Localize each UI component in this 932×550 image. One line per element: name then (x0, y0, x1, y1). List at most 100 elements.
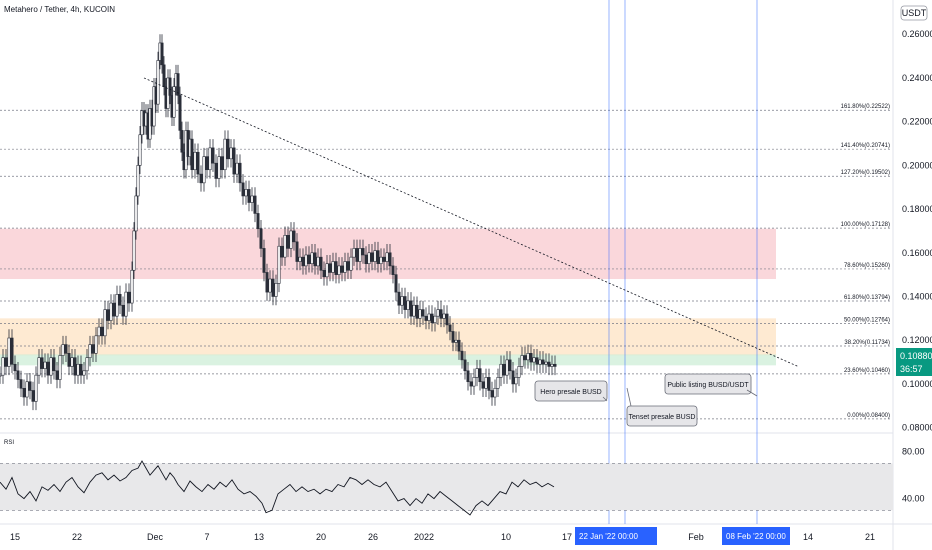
candle-body (82, 370, 86, 376)
price-tick: 0.14000 (902, 291, 932, 301)
candle-body (176, 73, 180, 96)
time-tick: Dec (147, 532, 164, 542)
candle-body (31, 390, 35, 402)
candle-body (172, 86, 176, 118)
candle-body (152, 86, 156, 127)
candle-body (475, 368, 479, 378)
candle-body (322, 269, 326, 278)
candle-body (301, 256, 305, 267)
price-tick: 0.22000 (902, 117, 932, 127)
candle-body (259, 228, 263, 249)
candle-body (349, 256, 353, 271)
candle-body (532, 357, 536, 363)
candle-body (499, 363, 503, 378)
candle-body (439, 309, 443, 319)
callout-box (626, 405, 698, 427)
zone-green (0, 354, 776, 366)
candle-body (43, 361, 47, 369)
candle-body (445, 313, 449, 326)
candle-body (40, 357, 44, 369)
candle-body (214, 162, 218, 179)
vertical-date-lines (608, 0, 758, 524)
candle-body (538, 359, 542, 365)
candle-body (328, 263, 332, 273)
symbol-header: Metahero / Tether, 4h, KUCOIN (4, 5, 116, 14)
price-tick: 0.18000 (902, 204, 932, 214)
candle-body (91, 344, 95, 354)
candle-body (502, 363, 506, 376)
candle-body (292, 230, 296, 243)
rsi-band (0, 463, 893, 511)
candle-body (466, 370, 470, 383)
callout-pointer (746, 389, 758, 397)
candle-body (520, 355, 524, 367)
candle-body (253, 195, 257, 214)
candle-body (427, 313, 431, 321)
candle-body (256, 213, 260, 230)
candle-body (424, 315, 428, 321)
price-tick: 0.16000 (902, 248, 932, 258)
candle-body (226, 138, 230, 160)
candle-body (13, 363, 17, 372)
candle-body (25, 381, 29, 398)
candle-body (265, 272, 269, 293)
candle-body (55, 370, 59, 380)
candle-body (16, 370, 20, 380)
candle-body (361, 248, 365, 256)
candle-body (352, 248, 356, 258)
candle-body (286, 234, 290, 249)
candle-body (109, 302, 113, 321)
candle-body (196, 151, 200, 175)
candle-body (208, 147, 212, 171)
candle-body (134, 195, 138, 232)
annotations[interactable]: Hero presale BUSD Tenset presale BUSD Publ… (534, 373, 758, 427)
trendline[interactable] (143, 77, 799, 367)
candle-body (418, 309, 422, 319)
candle-body (88, 344, 92, 358)
candle-body (58, 355, 62, 380)
candle-body (61, 344, 65, 356)
last-price-box (896, 348, 932, 376)
candle-body (238, 162, 242, 184)
price-tick: 0.08000 (902, 423, 932, 433)
candle-body (52, 357, 56, 372)
candle-body (244, 189, 248, 197)
time-tick: 10 (501, 532, 511, 542)
candle-body (193, 151, 197, 171)
candle-body (136, 165, 140, 197)
time-axis[interactable]: 15 22 Dec 7 13 20 26 2022 10 17 Feb 14 21 22 Jan '22 … (10, 527, 875, 545)
candle-body (0, 374, 2, 377)
candle-body (168, 77, 172, 96)
callout-pointer (602, 396, 608, 402)
candle-body (547, 361, 551, 367)
candle-body (67, 353, 71, 367)
candle-body (340, 265, 344, 273)
candle-body (271, 278, 275, 297)
candle-body (205, 156, 209, 171)
time-tick: 13 (254, 532, 264, 542)
candle-body (97, 326, 101, 337)
candle-body (400, 296, 404, 306)
candle-body (262, 248, 266, 273)
annotation-callout: Hero presale BUSD (534, 380, 608, 402)
candle-body (223, 138, 227, 171)
candle-body (274, 283, 278, 297)
candle-body (436, 309, 440, 317)
candle-body (10, 337, 14, 365)
candle-body (124, 291, 128, 317)
candle-body (391, 265, 395, 275)
price-tick: 0.10000 (902, 379, 932, 389)
price-axis[interactable]: 0.08000 0.10000 0.12000 0.14000 0.16000 0.180… (896, 5, 932, 504)
cursor-date-box (722, 527, 790, 545)
candle-body (190, 138, 194, 171)
candle-body (541, 359, 545, 365)
currency-badge (900, 5, 928, 21)
candle-body (394, 274, 398, 293)
candle-body (180, 130, 184, 153)
candle-body (319, 256, 323, 271)
candle-body (463, 359, 467, 372)
candle-body (385, 252, 389, 262)
candle-body (553, 363, 557, 367)
time-tick: 21 (865, 532, 875, 542)
